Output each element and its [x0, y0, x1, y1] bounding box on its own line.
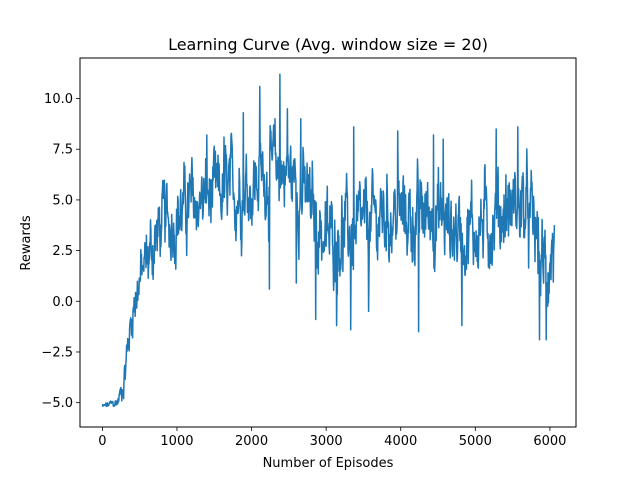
y-tick-label: −2.5 [41, 345, 73, 360]
y-axis-title: Rewards [19, 215, 34, 270]
x-tick-label: 3000 [310, 434, 343, 449]
x-tick-label: 1000 [160, 434, 193, 449]
y-tick-label: 7.5 [52, 143, 73, 158]
y-tick-label: 2.5 [52, 244, 73, 259]
x-tick-label: 2000 [235, 434, 268, 449]
y-tick-label: −5.0 [41, 396, 73, 411]
x-tick-label: 0 [98, 434, 106, 449]
y-tick-label: 0.0 [52, 295, 73, 310]
y-axis: −5.0 −2.5 0.0 2.5 5.0 7.5 10.0 [41, 92, 80, 411]
x-tick-label: 5000 [459, 434, 492, 449]
x-tick-label: 4000 [384, 434, 417, 449]
y-tick-label: 10.0 [44, 92, 73, 107]
x-axis: 0 1000 2000 3000 4000 5000 6000 [98, 427, 566, 449]
plot-frame [79, 57, 577, 428]
series-line-rewards [101, 73, 556, 408]
y-tick-label: 5.0 [52, 193, 73, 208]
x-tick-label: 6000 [533, 434, 566, 449]
x-axis-title: Number of Episodes [263, 456, 394, 471]
chart-title: Learning Curve (Avg. window size = 20) [168, 35, 488, 54]
